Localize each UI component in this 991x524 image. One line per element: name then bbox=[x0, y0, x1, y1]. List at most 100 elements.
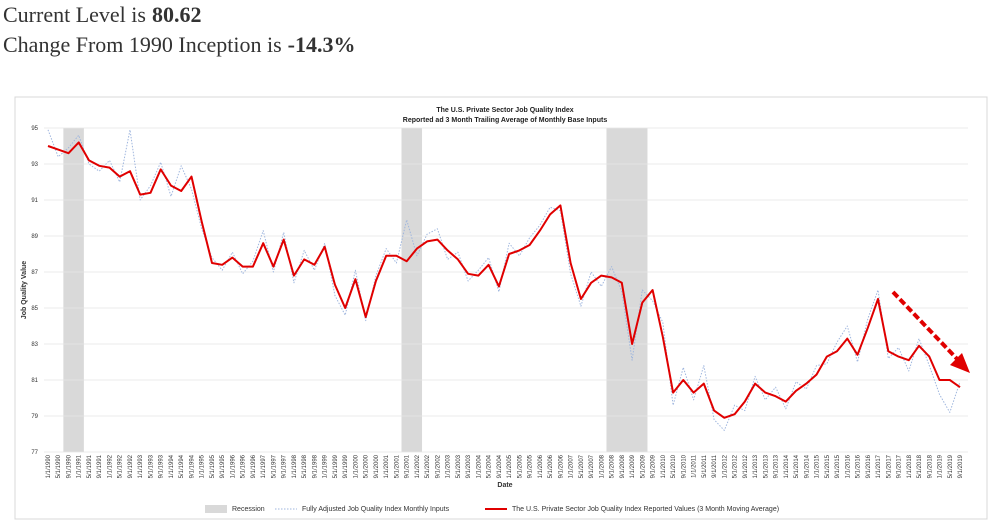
plot: 77 79 81 83 85 87 89 91 93 95 1/1/1990 5/1/1990 9/1/… bbox=[31, 126, 968, 478]
x-tick-label: 9/1/2003 bbox=[466, 454, 472, 478]
x-tick-label: 5/1/1994 bbox=[179, 454, 185, 478]
x-tick-label: 5/1/2007 bbox=[579, 454, 585, 478]
x-tick-label: 9/1/1996 bbox=[251, 454, 257, 478]
series-line bbox=[47, 141, 961, 419]
x-tick-label: 1/1/2006 bbox=[538, 454, 544, 478]
x-tick-label: 9/1/1993 bbox=[159, 454, 165, 478]
y-tick-label: 93 bbox=[31, 162, 38, 168]
x-tick-label: 5/1/2012 bbox=[733, 454, 739, 478]
x-tick-label: 5/1/1997 bbox=[271, 454, 277, 478]
x-tick-label: 1/1/2017 bbox=[876, 454, 882, 478]
header-text: Current Level is bbox=[3, 2, 146, 27]
x-tick-label: 9/1/2012 bbox=[743, 454, 749, 478]
x-tick-label: 1/1/2013 bbox=[753, 454, 759, 478]
x-tick-label: 5/1/2019 bbox=[948, 454, 954, 478]
header-line-2: Change From 1990 Inception is -14.3% bbox=[3, 32, 355, 57]
x-tick-label: 5/1/2017 bbox=[886, 454, 892, 478]
legend-label: Recession bbox=[232, 506, 265, 513]
x-tick-label: 1/1/2001 bbox=[384, 454, 390, 478]
x-tick-label: 9/1/2006 bbox=[558, 454, 564, 478]
x-tick-label: 5/1/1995 bbox=[210, 454, 216, 478]
legend-swatch bbox=[205, 505, 227, 513]
y-tick-label: 81 bbox=[31, 378, 38, 384]
x-tick-label: 5/1/2004 bbox=[487, 454, 493, 478]
x-tick-label: 9/1/1998 bbox=[312, 454, 318, 478]
y-tick-label: 77 bbox=[31, 450, 38, 456]
y-tick-label: 87 bbox=[31, 270, 38, 276]
y-tick-label: 83 bbox=[31, 342, 38, 348]
x-tick-label: 1/1/2004 bbox=[476, 454, 482, 478]
x-tick-label: 5/1/2002 bbox=[425, 454, 431, 478]
chart-subtitle: Reported ad 3 Month Trailing Average of … bbox=[403, 117, 608, 124]
x-tick-label: 5/1/1992 bbox=[118, 454, 124, 478]
x-tick-label: 5/1/2003 bbox=[456, 454, 462, 478]
x-tick-label: 9/1/2018 bbox=[927, 454, 933, 478]
x-tick-label: 1/1/1996 bbox=[230, 454, 236, 478]
y-tick-label: 95 bbox=[31, 126, 38, 132]
header-value: 80.62 bbox=[152, 2, 202, 27]
x-tick-label: 5/1/1996 bbox=[241, 454, 247, 478]
x-tick-label: 9/1/1999 bbox=[343, 454, 349, 478]
x-tick-label: 5/1/2009 bbox=[640, 454, 646, 478]
x-tick-label: 5/1/2005 bbox=[517, 454, 523, 478]
x-tick-label: 5/1/2010 bbox=[671, 454, 677, 478]
x-tick-label: 5/1/1998 bbox=[302, 454, 308, 478]
x-tick-label: 9/1/1992 bbox=[128, 454, 134, 478]
legend-label: The U.S. Private Sector Job Quality Inde… bbox=[512, 506, 779, 513]
header-value: -14.3% bbox=[288, 32, 356, 57]
x-tick-label: 5/1/2011 bbox=[702, 454, 708, 478]
x-tick-label: 5/1/2008 bbox=[610, 454, 616, 478]
x-tick-label: 9/1/2007 bbox=[589, 454, 595, 478]
y-tick-label: 79 bbox=[31, 414, 38, 420]
y-axis-label: Job Quality Value bbox=[21, 261, 28, 319]
x-tick-label: 9/1/1994 bbox=[189, 454, 195, 478]
recession-band bbox=[606, 128, 648, 452]
x-tick-label: 9/1/2013 bbox=[774, 454, 780, 478]
x-tick-label: 1/1/2016 bbox=[845, 454, 851, 478]
x-tick-label: 9/1/1990 bbox=[66, 454, 72, 478]
x-tick-label: 5/1/1999 bbox=[333, 454, 339, 478]
x-tick-label: 1/1/1992 bbox=[107, 454, 113, 478]
x-tick-label: 9/1/2001 bbox=[405, 454, 411, 478]
series-line bbox=[47, 129, 961, 431]
x-tick-label: 1/1/2015 bbox=[815, 454, 821, 478]
y-tick-label: 89 bbox=[31, 234, 38, 240]
x-tick-label: 1/1/1999 bbox=[323, 454, 329, 478]
x-tick-label: 5/1/2015 bbox=[825, 454, 831, 478]
annotation-arrow bbox=[891, 290, 970, 373]
header-text: Change From 1990 Inception is bbox=[3, 32, 282, 57]
x-tick-label: 1/1/2005 bbox=[507, 454, 513, 478]
x-tick-label: 1/1/1997 bbox=[261, 454, 267, 478]
x-tick-label: 5/1/2014 bbox=[794, 454, 800, 478]
x-tick-label: 5/1/2000 bbox=[364, 454, 370, 478]
x-tick-label: 1/1/2009 bbox=[630, 454, 636, 478]
x-tick-label: 1/1/1990 bbox=[46, 454, 52, 478]
x-tick-label: 5/1/2016 bbox=[856, 454, 862, 478]
x-tick-label: 1/1/1993 bbox=[138, 454, 144, 478]
x-tick-label: 1/1/1995 bbox=[200, 454, 206, 478]
x-tick-label: 9/1/2009 bbox=[651, 454, 657, 478]
x-tick-label: 9/1/2002 bbox=[435, 454, 441, 478]
x-tick-label: 5/1/2001 bbox=[394, 454, 400, 478]
chart-title: The U.S. Private Sector Job Quality Inde… bbox=[436, 107, 573, 114]
x-tick-label: 9/1/2017 bbox=[897, 454, 903, 478]
x-tick-label: 5/1/1990 bbox=[56, 454, 62, 478]
legend-label: Fully Adjusted Job Quality Index Monthly… bbox=[302, 506, 450, 513]
x-tick-label: 9/1/2019 bbox=[958, 454, 964, 478]
header-line-1: Current Level is 80.62 bbox=[3, 2, 201, 27]
x-tick-label: 9/1/2005 bbox=[528, 454, 534, 478]
x-tick-label: 9/1/2010 bbox=[681, 454, 687, 478]
x-tick-label: 1/1/2011 bbox=[692, 454, 698, 478]
x-tick-label: 1/1/2018 bbox=[907, 454, 913, 478]
x-tick-label: 5/1/1993 bbox=[148, 454, 154, 478]
x-tick-label: 1/1/2012 bbox=[722, 454, 728, 478]
y-tick-label: 85 bbox=[31, 306, 38, 312]
x-tick-label: 5/1/2013 bbox=[763, 454, 769, 478]
x-tick-label: 9/1/1995 bbox=[220, 454, 226, 478]
x-tick-label: 5/1/1991 bbox=[87, 454, 93, 478]
x-tick-label: 1/1/2000 bbox=[353, 454, 359, 478]
recession-band bbox=[63, 128, 84, 452]
x-axis-label: Date bbox=[497, 482, 512, 489]
x-tick-label: 9/1/2016 bbox=[866, 454, 872, 478]
